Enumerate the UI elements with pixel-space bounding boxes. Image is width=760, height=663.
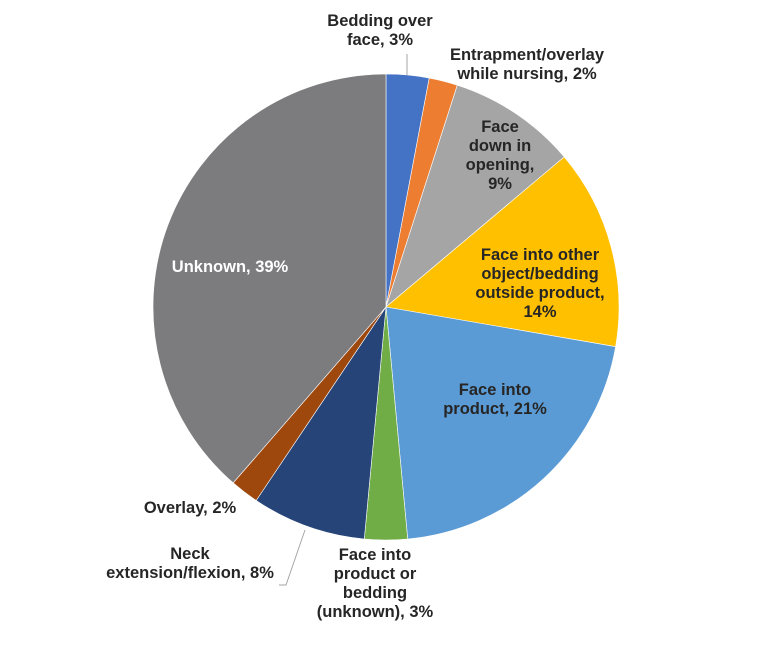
pie-slice-face-into-product [385,306,616,540]
label-face-into-product: Face into product, 21% [443,381,547,418]
leader-line-neck [279,529,306,586]
label-face-into-product-or-bedding: Face into product or bedding (unknown), … [316,546,434,621]
label-face-into-other-object: Face into other object/bedding outside p… [475,246,605,321]
label-bedding-over-face: Bedding over face, 3% [327,12,433,49]
label-overlay: Overlay, 2% [143,499,237,517]
pie-slice-unknown [152,73,387,484]
label-face-down-in-opening: Face down in opening, 9% [465,118,535,193]
label-unknown: Unknown, 39% [171,258,289,276]
label-entrapment-overlay: Entrapment/overlay while nursing, 2% [449,46,605,83]
label-neck-extension-flexion: Neck extension/flexion, 8% [106,545,274,582]
pie-slice-neck-extension-flexion [255,306,387,540]
pie-slice-face-down-in-opening [385,84,565,308]
pie-slice-face-into-other-object-bedding-outside-product [385,156,620,348]
pie-slices [152,73,620,541]
